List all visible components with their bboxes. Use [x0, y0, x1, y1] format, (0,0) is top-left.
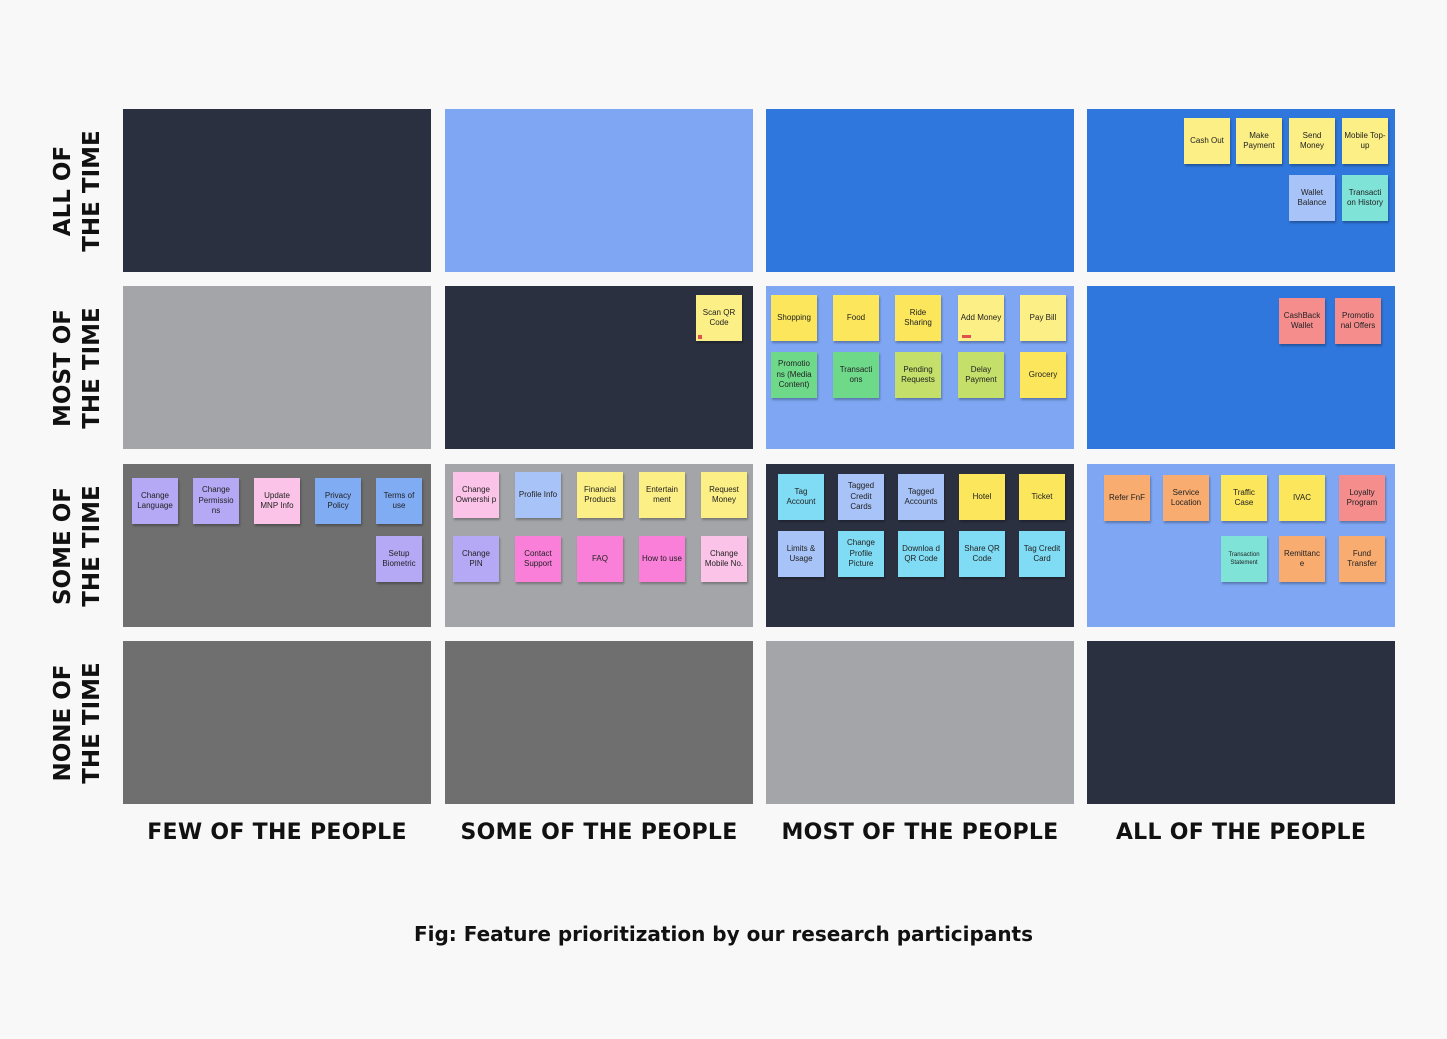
cell-none-time-some-people	[445, 641, 753, 804]
sticky-note[interactable]: Tagged Credit Cards	[838, 474, 884, 520]
cell-most-time-most-people: Shopping Food Ride Sharing Add Money Pay…	[766, 286, 1074, 449]
sticky-note[interactable]: Refer FnF	[1104, 475, 1150, 521]
sticky-note[interactable]: Tag Account	[778, 474, 824, 520]
column-label-few-of-the-people: FEW OF THE PEOPLE	[147, 820, 407, 845]
sticky-note[interactable]: Change Mobile No.	[701, 536, 747, 582]
sticky-note[interactable]: Send Money	[1289, 118, 1335, 164]
row-label-line: ALL OF	[50, 145, 77, 236]
sticky-note[interactable]: Scan QR Code	[696, 295, 742, 341]
sticky-note[interactable]: Change Profile Picture	[838, 531, 884, 577]
sticky-note[interactable]: Wallet Balance	[1289, 175, 1335, 221]
sticky-note[interactable]: Add Money	[958, 295, 1004, 341]
sticky-note[interactable]: Grocery	[1020, 352, 1066, 398]
sticky-note[interactable]: Promotio ns (Media Content)	[771, 352, 817, 398]
sticky-note[interactable]: Change Language	[132, 478, 178, 524]
sticky-note[interactable]: Make Payment	[1236, 118, 1282, 164]
sticky-note[interactable]: Transacti ons	[833, 352, 879, 398]
sticky-note[interactable]: Loyalty Program	[1339, 475, 1385, 521]
sticky-note[interactable]: Downloa d QR Code	[898, 531, 944, 577]
sticky-note[interactable]: IVAC	[1279, 475, 1325, 521]
cell-some-time-most-people: Tag Account Tagged Credit Cards Tagged A…	[766, 464, 1074, 627]
cell-all-time-most-people	[766, 109, 1074, 272]
cell-most-time-some-people: Scan QR Code	[445, 286, 753, 449]
sticky-note[interactable]: CashBack Wallet	[1279, 298, 1325, 344]
sticky-note[interactable]: Change Permissio ns	[193, 478, 239, 524]
column-label-some-of-the-people: SOME OF THE PEOPLE	[460, 820, 738, 845]
sticky-note[interactable]: Pay Bill	[1020, 295, 1066, 341]
cell-all-time-few-people	[123, 109, 431, 272]
sticky-note[interactable]: Tag Credit Card	[1019, 531, 1065, 577]
note-text: Add Money	[960, 312, 1002, 322]
cell-most-time-all-people: CashBack Wallet Promotio nal Offers	[1087, 286, 1395, 449]
sticky-note[interactable]: Change PIN	[453, 536, 499, 582]
sticky-note[interactable]: Remittanc e	[1279, 536, 1325, 582]
sticky-note[interactable]: Ride Sharing	[895, 295, 941, 341]
marker-icon	[698, 335, 702, 339]
cell-some-time-some-people: Change Ownershi p Profile Info Financial…	[445, 464, 753, 627]
row-label-most-of-the-time: MOST OF THE TIME	[47, 286, 109, 449]
sticky-note[interactable]: Service Location	[1163, 475, 1209, 521]
figure-caption: Fig: Feature prioritization by our resea…	[413, 922, 1034, 946]
sticky-note[interactable]: Hotel	[959, 474, 1005, 520]
cell-none-time-all-people	[1087, 641, 1395, 804]
row-label-some-of-the-time: SOME OF THE TIME	[47, 464, 109, 627]
sticky-note[interactable]: Shopping	[771, 295, 817, 341]
sticky-note[interactable]: Ticket	[1019, 474, 1065, 520]
sticky-note[interactable]: Fund Transfer	[1339, 536, 1385, 582]
sticky-note[interactable]: Financial Products	[577, 472, 623, 518]
sticky-note[interactable]: Terms of use	[376, 478, 422, 524]
sticky-note[interactable]: Tagged Accounts	[898, 474, 944, 520]
cell-none-time-few-people	[123, 641, 431, 804]
sticky-note[interactable]: Update MNP Info	[254, 478, 300, 524]
sticky-note[interactable]: Profile Info	[515, 472, 561, 518]
sticky-note[interactable]: Transacti on History	[1342, 175, 1388, 221]
column-label-all-of-the-people: ALL OF THE PEOPLE	[1115, 820, 1367, 845]
cell-all-time-all-people: Cash Out Make Payment Send Money Mobile …	[1087, 109, 1395, 272]
sticky-note[interactable]: Transaction Statement	[1221, 536, 1267, 582]
cell-most-time-few-people	[123, 286, 431, 449]
sticky-note[interactable]: Contact Support	[515, 536, 561, 582]
row-label-none-of-the-time: NONE OF THE TIME	[47, 641, 109, 804]
sticky-note[interactable]: Pending Requests	[895, 352, 941, 398]
note-text: Scan QR Code	[702, 307, 736, 328]
row-label-all-of-the-time: ALL OF THE TIME	[47, 109, 109, 272]
sticky-note[interactable]: Delay Payment	[958, 352, 1004, 398]
sticky-note[interactable]: Request Money	[701, 472, 747, 518]
marker-icon	[962, 335, 971, 338]
row-label-line: THE TIME	[79, 306, 106, 429]
row-label-line: THE TIME	[79, 129, 106, 252]
sticky-note[interactable]: Traffic Case	[1221, 475, 1267, 521]
sticky-note[interactable]: Limits & Usage	[778, 531, 824, 577]
column-label-most-of-the-people: MOST OF THE PEOPLE	[781, 820, 1059, 845]
row-label-line: NONE OF	[50, 663, 77, 782]
sticky-note[interactable]: Setup Biometric	[376, 536, 422, 582]
cell-some-time-few-people: Change Language Change Permissio ns Upda…	[123, 464, 431, 627]
cell-none-time-most-people	[766, 641, 1074, 804]
sticky-note[interactable]: Change Ownershi p	[453, 472, 499, 518]
row-label-line: SOME OF	[50, 486, 77, 605]
sticky-note[interactable]: How to use	[639, 536, 685, 582]
row-label-line: THE TIME	[79, 661, 106, 784]
cell-all-time-some-people	[445, 109, 753, 272]
sticky-note[interactable]: Share QR Code	[959, 531, 1005, 577]
sticky-note[interactable]: Food	[833, 295, 879, 341]
row-label-line: THE TIME	[79, 484, 106, 607]
sticky-note[interactable]: FAQ	[577, 536, 623, 582]
sticky-note[interactable]: Entertain ment	[639, 472, 685, 518]
cell-some-time-all-people: Refer FnF Service Location Traffic Case …	[1087, 464, 1395, 627]
sticky-note[interactable]: Privacy Policy	[315, 478, 361, 524]
row-label-line: MOST OF	[50, 308, 77, 427]
sticky-note[interactable]: Cash Out	[1184, 118, 1230, 164]
sticky-note[interactable]: Mobile Top-up	[1342, 118, 1388, 164]
sticky-note[interactable]: Promotio nal Offers	[1335, 298, 1381, 344]
